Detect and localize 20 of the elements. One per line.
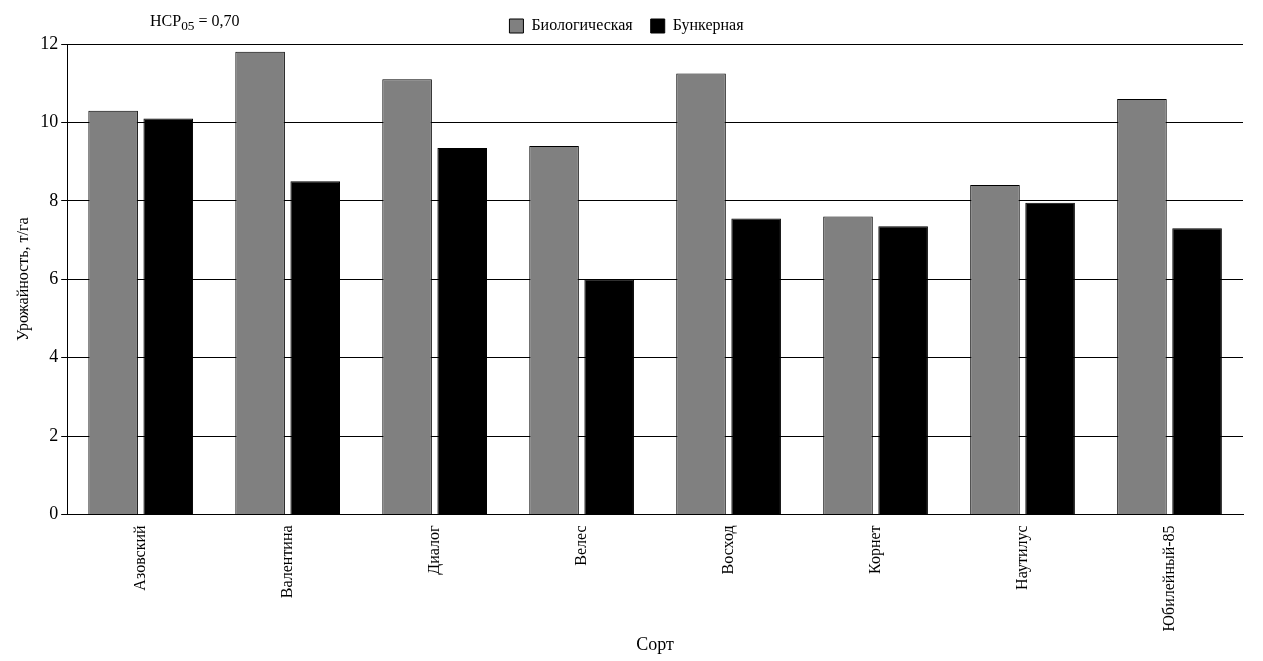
y-tick-label: 10: [40, 111, 59, 132]
y-tick-label: 12: [40, 32, 59, 53]
y-tick-label: 6: [49, 267, 59, 288]
y-tick-label: 0: [49, 503, 59, 524]
x-tick-label: Наутилус: [1012, 525, 1031, 590]
x-tick-label: Велес: [571, 525, 589, 566]
x-tick-label: Диалог: [424, 524, 443, 575]
legend-label: Бункерная: [672, 16, 745, 35]
legend-label: Биологическая: [531, 16, 634, 34]
y-tick-label: 8: [49, 189, 59, 210]
y-tick-label: 2: [49, 424, 59, 445]
x-tick-label: Корнет: [865, 525, 884, 574]
y-axis-title: Урожайность, т/га: [13, 217, 32, 342]
x-tick-label: Восход: [718, 525, 737, 575]
x-tick-label: Валентина: [277, 525, 295, 599]
x-axis-title: Сорт: [636, 633, 675, 654]
text: НСР$_{05}$ = 0,70: [150, 12, 240, 35]
y-tick-label: 4: [49, 346, 59, 367]
x-tick-label: Юбилейный-85: [1159, 525, 1177, 632]
x-tick-label: Азовский: [130, 524, 148, 591]
